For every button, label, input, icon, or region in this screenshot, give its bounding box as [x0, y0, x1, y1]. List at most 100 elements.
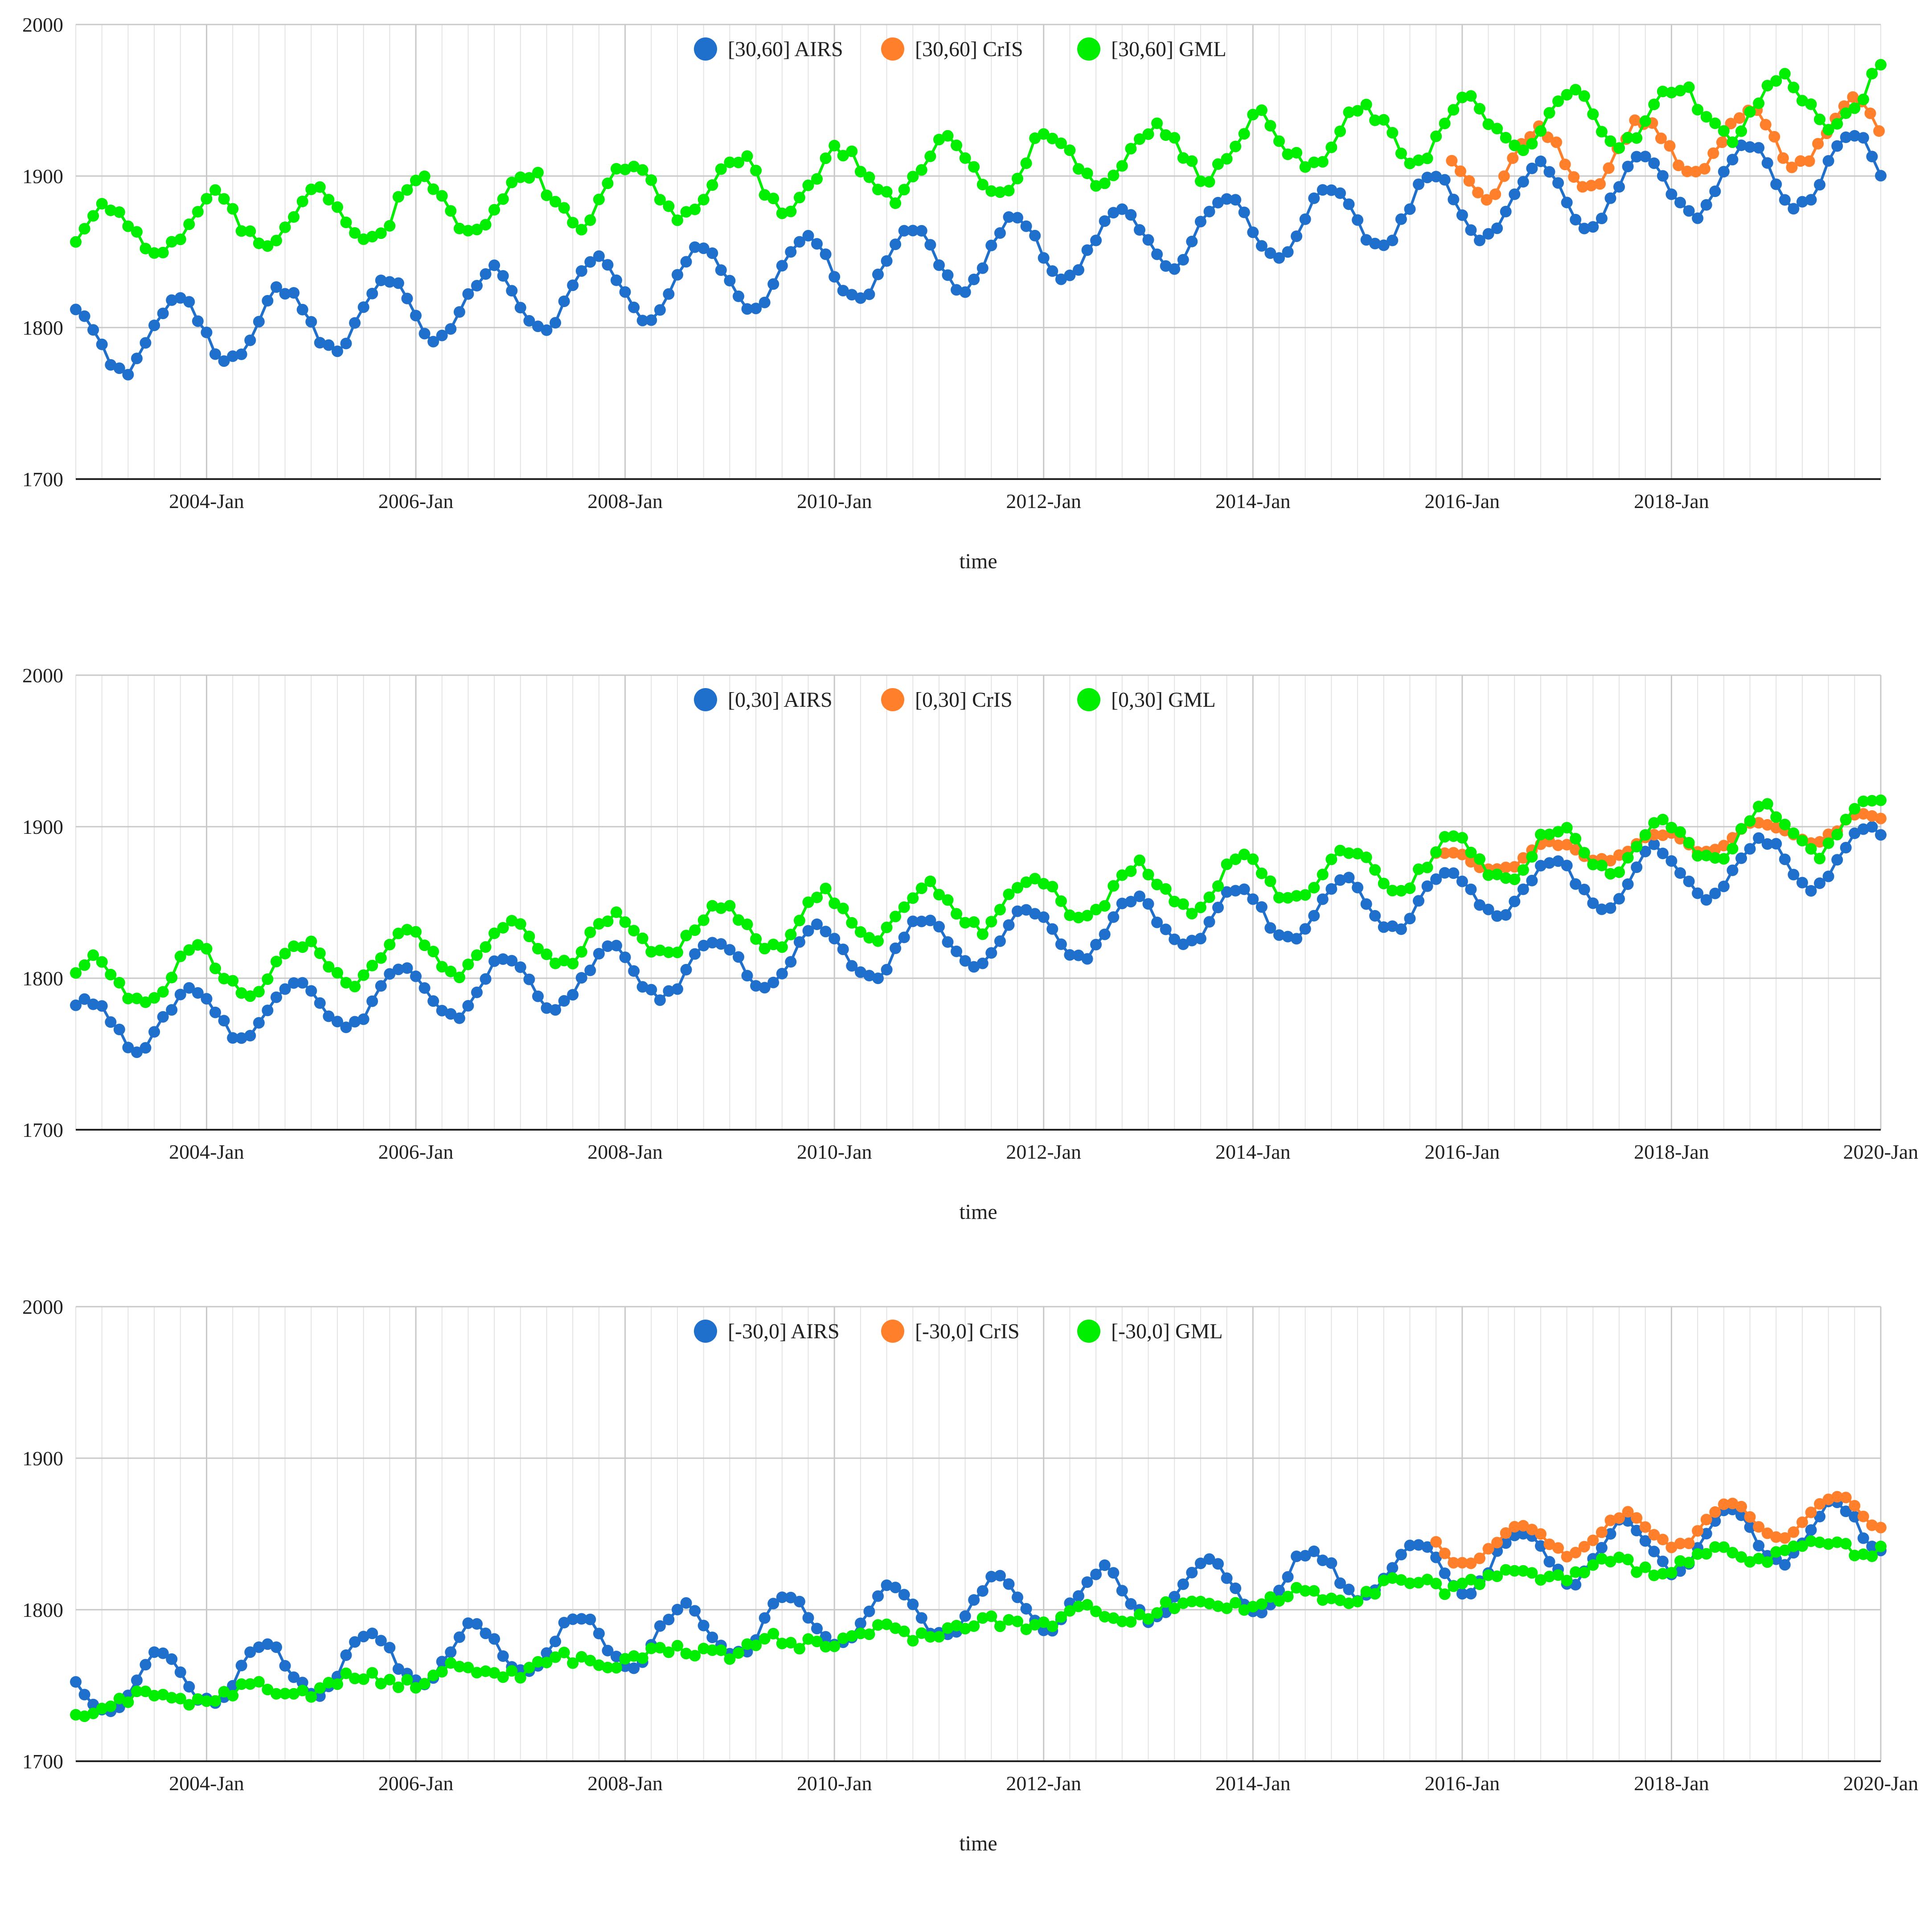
data-point — [837, 1632, 849, 1644]
data-point — [611, 1651, 622, 1662]
data-point — [1648, 829, 1660, 841]
data-point — [1221, 1572, 1233, 1584]
legend-item-cris[interactable]: [-30,0] CrIS — [881, 1320, 1020, 1343]
data-point — [1073, 264, 1084, 276]
data-point — [680, 256, 692, 268]
data-point — [174, 234, 186, 246]
data-point — [1779, 1532, 1791, 1544]
data-point — [1474, 1579, 1485, 1590]
legend-item-cris[interactable]: [0,30] CrIS — [881, 688, 1013, 712]
data-point — [1535, 1574, 1546, 1586]
legend-item-gml[interactable]: [0,30] GML — [1077, 688, 1216, 712]
legend-item-airs[interactable]: [30,60] AIRS — [694, 37, 843, 61]
data-point — [1727, 864, 1739, 876]
data-point — [1788, 869, 1800, 881]
data-point — [1779, 853, 1791, 865]
legend-item-cris[interactable]: [30,60] CrIS — [881, 37, 1023, 61]
data-point — [811, 918, 823, 930]
y-tick-label: 1800 — [22, 1599, 63, 1621]
data-point — [1561, 197, 1573, 209]
data-point — [192, 987, 204, 999]
data-point — [575, 972, 587, 984]
data-point — [602, 259, 614, 271]
y-tick-label: 1700 — [22, 1119, 63, 1141]
data-point — [968, 1620, 980, 1632]
data-point — [733, 290, 744, 302]
data-point — [1116, 869, 1128, 881]
data-point — [697, 939, 710, 951]
data-point — [392, 927, 404, 939]
data-point — [183, 1681, 195, 1693]
data-point — [584, 964, 596, 976]
data-point — [235, 349, 247, 360]
data-point — [1055, 895, 1067, 907]
data-point — [584, 256, 596, 268]
data-point — [890, 1582, 902, 1594]
data-point — [1639, 1521, 1651, 1533]
data-point — [1317, 156, 1329, 168]
series-airs — [70, 821, 1887, 1058]
data-point — [1674, 867, 1686, 879]
data-point — [305, 316, 317, 328]
data-point — [1012, 1615, 1023, 1628]
y-tick-label: 1800 — [22, 316, 63, 339]
data-point — [1700, 1528, 1712, 1540]
legend-label: [-30,0] CrIS — [915, 1320, 1020, 1343]
data-point — [418, 939, 431, 951]
data-point — [724, 275, 736, 287]
data-point — [1081, 953, 1093, 965]
data-point — [1683, 1557, 1695, 1569]
data-point — [192, 939, 204, 951]
data-point — [488, 955, 500, 967]
data-point — [1753, 1540, 1765, 1552]
data-point — [1803, 155, 1815, 167]
data-point — [1657, 1568, 1669, 1580]
data-point — [1509, 895, 1521, 907]
legend-item-airs[interactable]: [-30,0] AIRS — [694, 1320, 840, 1343]
data-point — [471, 949, 483, 961]
data-point — [854, 1628, 866, 1640]
legend[interactable]: [0,30] AIRS [0,30] CrIS [0,30] GML — [694, 688, 1216, 712]
data-point — [985, 1610, 997, 1622]
data-point — [1535, 860, 1546, 872]
data-point — [863, 970, 875, 982]
data-point — [1343, 1597, 1355, 1609]
data-point — [1212, 158, 1224, 170]
data-point — [1448, 193, 1460, 205]
data-point — [227, 203, 239, 215]
data-point — [1648, 817, 1660, 829]
data-point — [1570, 878, 1582, 890]
data-point — [1378, 877, 1390, 890]
data-point — [976, 1585, 989, 1597]
data-point — [78, 1689, 90, 1701]
data-point — [1559, 159, 1571, 170]
data-point — [1317, 184, 1329, 196]
data-point — [1491, 1545, 1503, 1557]
data-point — [1194, 175, 1206, 187]
data-point — [227, 350, 239, 362]
data-point — [1317, 893, 1329, 905]
data-point — [445, 965, 457, 977]
legend-item-gml[interactable]: [30,60] GML — [1077, 37, 1226, 61]
data-point — [706, 179, 718, 191]
data-point — [767, 193, 779, 205]
data-point — [654, 194, 666, 206]
data-point — [1003, 888, 1015, 900]
data-point — [1378, 921, 1390, 933]
data-point — [1090, 1605, 1102, 1617]
data-point — [1561, 1574, 1573, 1587]
data-point — [1386, 127, 1399, 139]
data-point — [1238, 128, 1250, 140]
legend-item-airs[interactable]: [0,30] AIRS — [694, 688, 833, 712]
data-point — [1134, 1608, 1145, 1620]
data-point — [235, 225, 247, 237]
legend[interactable]: [30,60] AIRS [30,60] CrIS [30,60] GML — [694, 37, 1226, 61]
legend[interactable]: [-30,0] AIRS [-30,0] CrIS [-30,0] GML — [694, 1320, 1223, 1343]
data-point — [1491, 1570, 1503, 1582]
legend-item-gml[interactable]: [-30,0] GML — [1077, 1320, 1223, 1343]
data-point — [1866, 151, 1878, 163]
data-point — [166, 972, 178, 984]
data-point — [384, 939, 396, 951]
data-point — [1203, 205, 1215, 217]
data-point — [541, 948, 553, 960]
